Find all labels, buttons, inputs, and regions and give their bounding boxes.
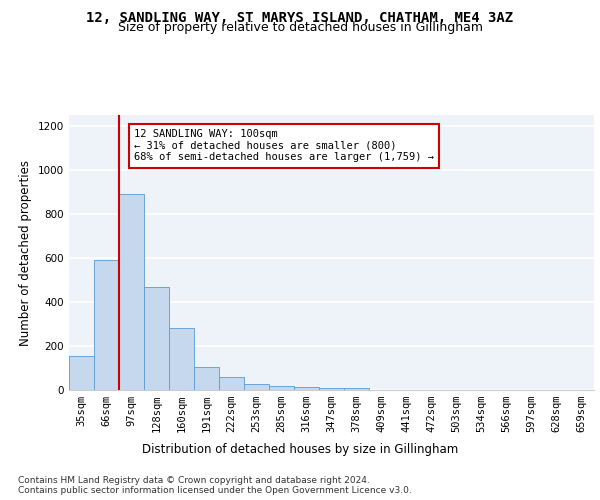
Bar — [219, 377, 244, 390]
Y-axis label: Number of detached properties: Number of detached properties — [19, 160, 32, 346]
Bar — [144, 286, 169, 390]
Bar — [94, 260, 119, 390]
Bar — [119, 194, 144, 390]
Text: Distribution of detached houses by size in Gillingham: Distribution of detached houses by size … — [142, 442, 458, 456]
Text: 12, SANDLING WAY, ST MARYS ISLAND, CHATHAM, ME4 3AZ: 12, SANDLING WAY, ST MARYS ISLAND, CHATH… — [86, 11, 514, 25]
Bar — [169, 328, 194, 390]
Bar — [319, 388, 344, 390]
Text: Contains HM Land Registry data © Crown copyright and database right 2024.
Contai: Contains HM Land Registry data © Crown c… — [18, 476, 412, 495]
Bar — [294, 387, 319, 390]
Bar — [244, 384, 269, 390]
Bar — [344, 388, 369, 390]
Text: Size of property relative to detached houses in Gillingham: Size of property relative to detached ho… — [118, 22, 482, 35]
Bar — [269, 386, 294, 390]
Bar — [194, 367, 219, 390]
Bar — [69, 356, 94, 390]
Text: 12 SANDLING WAY: 100sqm
← 31% of detached houses are smaller (800)
68% of semi-d: 12 SANDLING WAY: 100sqm ← 31% of detache… — [134, 130, 434, 162]
